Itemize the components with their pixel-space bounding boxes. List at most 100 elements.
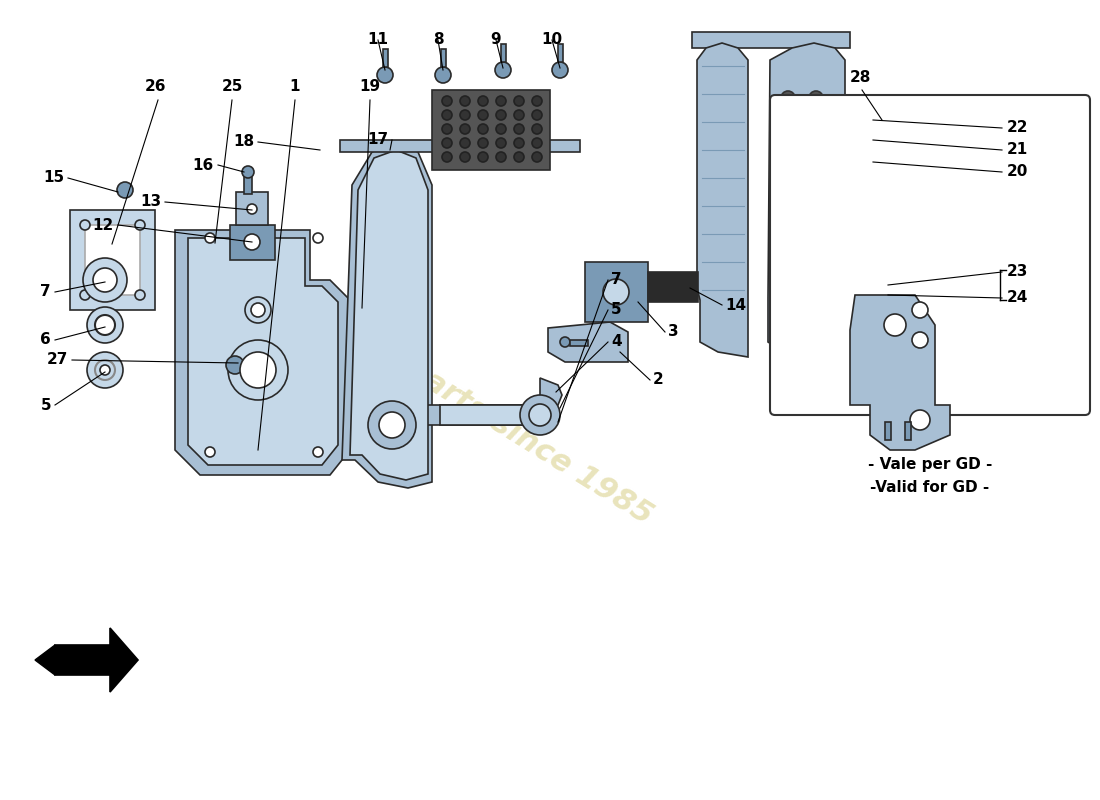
Polygon shape [697,43,748,357]
Circle shape [781,331,795,345]
Circle shape [496,138,506,148]
Polygon shape [340,140,580,152]
Text: 9: 9 [491,32,502,47]
Text: 28: 28 [849,70,871,85]
Text: 14: 14 [725,298,746,313]
Circle shape [442,124,452,134]
Circle shape [808,181,823,195]
Circle shape [532,138,542,148]
Circle shape [135,290,145,300]
Circle shape [808,271,823,285]
Circle shape [478,110,488,120]
Circle shape [201,251,229,279]
Circle shape [100,365,110,375]
Circle shape [532,124,542,134]
Polygon shape [768,43,845,357]
Text: 12: 12 [92,218,114,233]
Circle shape [808,241,823,255]
Text: 5: 5 [610,302,621,318]
Bar [383,49,387,67]
Circle shape [117,182,133,198]
Polygon shape [342,142,432,488]
Circle shape [94,268,117,292]
Text: 6: 6 [41,333,51,347]
Circle shape [514,152,524,162]
Circle shape [205,233,214,243]
Polygon shape [350,150,428,480]
Circle shape [248,204,257,214]
Circle shape [495,62,512,78]
Circle shape [514,138,524,148]
Circle shape [496,152,506,162]
Text: 5: 5 [41,398,51,413]
Circle shape [87,352,123,388]
Polygon shape [850,295,950,450]
Text: 1: 1 [289,79,300,94]
Polygon shape [365,378,562,425]
Circle shape [912,302,928,318]
Bar [886,422,891,440]
Circle shape [514,124,524,134]
Circle shape [460,124,470,134]
Circle shape [781,181,795,195]
Circle shape [781,91,795,105]
Polygon shape [188,238,338,465]
Polygon shape [855,278,890,312]
Circle shape [552,62,568,78]
Text: 3: 3 [668,325,679,339]
Text: 2: 2 [653,373,663,387]
Circle shape [520,395,560,435]
Circle shape [442,138,452,148]
Bar [500,44,506,62]
Polygon shape [236,192,268,225]
Polygon shape [70,210,155,310]
Text: 25: 25 [221,79,243,94]
Circle shape [884,314,906,336]
Circle shape [808,211,823,225]
Circle shape [314,447,323,457]
Text: 11: 11 [367,32,388,47]
Circle shape [532,152,542,162]
Text: 17: 17 [367,133,388,147]
Text: 8: 8 [432,32,443,47]
Circle shape [912,332,928,348]
FancyBboxPatch shape [770,95,1090,415]
Circle shape [377,67,393,83]
Text: 10: 10 [541,32,562,47]
Polygon shape [548,322,628,362]
Circle shape [861,153,875,167]
Circle shape [242,166,254,178]
Circle shape [560,337,570,347]
Circle shape [478,96,488,106]
Circle shape [460,96,470,106]
Polygon shape [585,262,648,322]
Circle shape [460,138,470,148]
Text: a passion for parts since 1985: a passion for parts since 1985 [202,230,658,530]
Text: 13: 13 [140,194,161,210]
Polygon shape [432,90,550,170]
Circle shape [434,67,451,83]
Circle shape [781,301,795,315]
Circle shape [861,131,875,145]
Text: 16: 16 [192,158,215,173]
Circle shape [781,241,795,255]
Text: 7: 7 [610,273,621,287]
Text: 15: 15 [43,170,64,186]
Polygon shape [230,225,275,260]
Circle shape [205,447,214,457]
Circle shape [496,124,506,134]
Circle shape [460,152,470,162]
Circle shape [808,331,823,345]
Circle shape [442,110,452,120]
Circle shape [95,360,116,380]
Bar [362,255,370,310]
Circle shape [82,258,126,302]
Circle shape [781,211,795,225]
Bar [558,44,562,62]
Circle shape [251,303,265,317]
Text: 24: 24 [1006,290,1028,306]
Circle shape [442,152,452,162]
Circle shape [514,96,524,106]
Text: 4: 4 [610,334,621,350]
Circle shape [95,315,116,335]
